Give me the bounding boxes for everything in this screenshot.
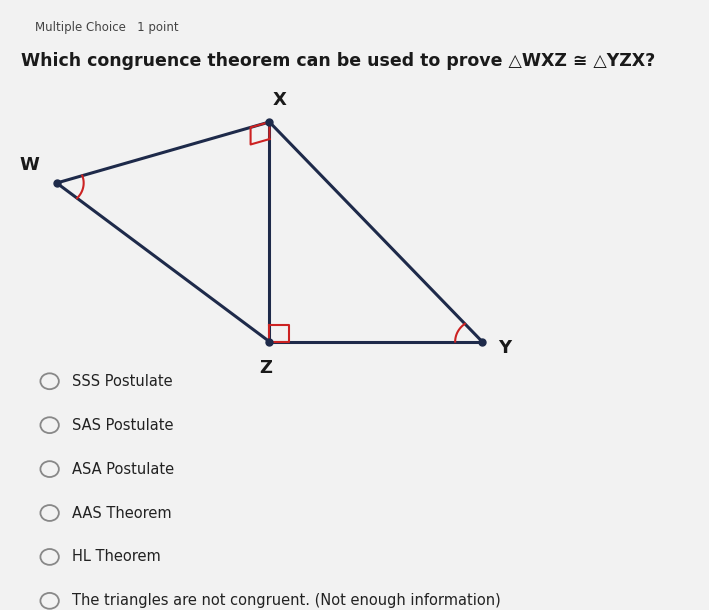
Text: The triangles are not congruent. (Not enough information): The triangles are not congruent. (Not en…	[72, 594, 501, 608]
Text: Y: Y	[498, 339, 511, 357]
Text: X: X	[273, 90, 287, 109]
Text: SAS Postulate: SAS Postulate	[72, 418, 173, 432]
Text: ASA Postulate: ASA Postulate	[72, 462, 174, 476]
Text: Z: Z	[259, 359, 272, 377]
Text: SSS Postulate: SSS Postulate	[72, 374, 172, 389]
Text: W: W	[19, 156, 39, 174]
Text: HL Theorem: HL Theorem	[72, 550, 160, 564]
Text: Multiple Choice   1 point: Multiple Choice 1 point	[35, 21, 179, 34]
Text: AAS Theorem: AAS Theorem	[72, 506, 172, 520]
Text: Which congruence theorem can be used to prove △WXZ ≅ △YZX?: Which congruence theorem can be used to …	[21, 52, 656, 70]
